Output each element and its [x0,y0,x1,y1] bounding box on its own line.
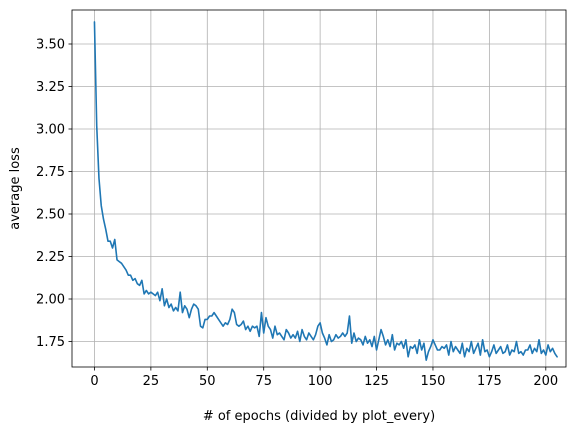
x-tick-label: 200 [533,374,558,389]
x-tick-label: 150 [421,374,446,389]
x-tick-label: 125 [364,374,389,389]
y-axis-label: average loss [8,147,23,230]
plot-frame [71,9,567,368]
series-layer [93,21,558,362]
y-tick-label: 3.00 [36,123,65,138]
y-axis-ticks: 1.75 2.00 2.25 2.50 2.75 3.00 3.25 3.50 [36,38,72,350]
y-tick-label: 2.50 [36,208,65,223]
x-tick-label: 50 [199,374,216,389]
x-tick-label: 100 [308,374,333,389]
y-tick-label: 1.75 [36,335,65,350]
x-axis-ticks: 0 25 50 75 100 125 150 175 200 [90,367,558,389]
x-tick-label: 75 [255,374,272,389]
y-tick-label: 2.25 [36,250,65,265]
x-tick-label: 0 [90,374,98,389]
y-tick-label: 3.50 [36,38,65,53]
loss-series-line [93,21,558,362]
x-tick-label: 25 [143,374,160,389]
y-tick-label: 3.25 [36,80,65,95]
x-tick-label: 175 [477,374,502,389]
x-axis-label: # of epochs (divided by plot_every) [203,409,435,424]
y-tick-label: 2.75 [36,165,65,180]
y-tick-label: 2.00 [36,293,65,308]
